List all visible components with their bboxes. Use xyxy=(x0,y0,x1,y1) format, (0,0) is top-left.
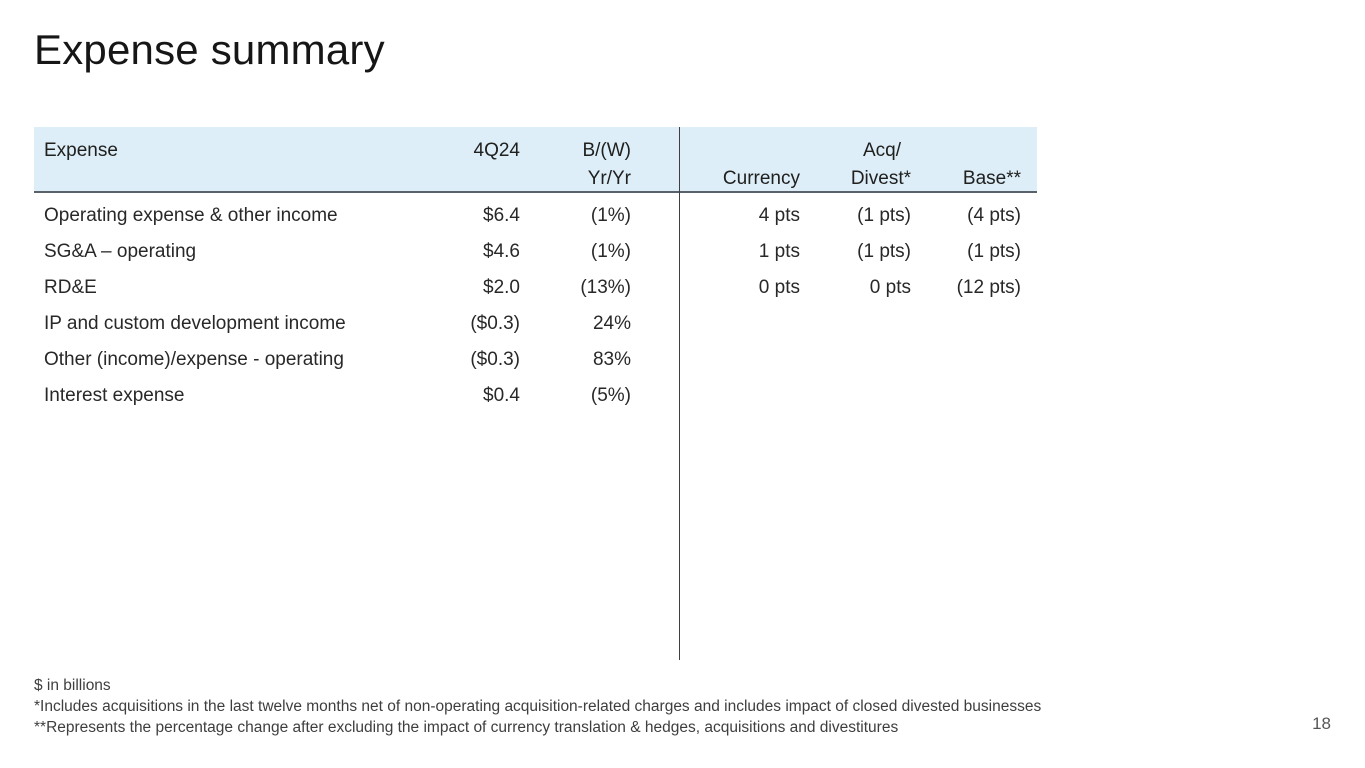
table-header: Expense 4Q24 B/(W) Yr/Yr Currency Acq/ D… xyxy=(34,127,1037,193)
page-title: Expense summary xyxy=(34,26,385,73)
page-number: 18 xyxy=(1312,714,1331,733)
table-row: Interest expense $0.4 (5%) xyxy=(34,378,1037,414)
cell-currency: 0 pts xyxy=(758,277,800,298)
cell-currency: 1 pts xyxy=(758,241,800,262)
cell-q424: ($0.3) xyxy=(470,349,520,370)
header-spacer xyxy=(631,137,679,193)
cell-base: (12 pts) xyxy=(956,277,1021,298)
cell-base: (4 pts) xyxy=(967,205,1021,226)
footnotes: $ in billions *Includes acquisitions in … xyxy=(34,675,1041,738)
cell-bw: (1%) xyxy=(590,241,631,262)
cell-bw: (1%) xyxy=(590,205,631,226)
table-row: Other (income)/expense - operating ($0.3)… xyxy=(34,342,1037,378)
cell-acq: (1 pts) xyxy=(857,205,911,226)
cell-expense: Operating expense & other income xyxy=(44,205,338,226)
cell-q424: $6.4 xyxy=(483,205,520,226)
header-currency: Currency xyxy=(722,168,800,189)
cell-acq: 0 pts xyxy=(869,277,911,298)
table-row: SG&A – operating $4.6 (1%) 1 pts (1 pts) (1 p… xyxy=(34,234,1037,270)
cell-expense: Other (income)/expense - operating xyxy=(44,349,344,370)
header-acq-divest: Acq/ Divest* xyxy=(850,140,911,189)
footnote-base: **Represents the percentage change after… xyxy=(34,719,899,736)
footnote-acq-divest: *Includes acquisitions in the last twelv… xyxy=(34,698,1042,715)
table-body: Operating expense & other income $6.4 (1%)… xyxy=(34,193,1037,414)
expense-table: Expense 4Q24 B/(W) Yr/Yr Currency Acq/ D… xyxy=(34,127,1037,660)
footnote-units: $ in billions xyxy=(34,677,111,694)
cell-q424: $0.4 xyxy=(483,385,520,406)
table-row: Operating expense & other income $6.4 (1%)… xyxy=(34,198,1037,234)
cell-expense: SG&A – operating xyxy=(44,241,197,262)
cell-bw: (13%) xyxy=(580,277,631,298)
cell-expense: RD&E xyxy=(44,277,97,298)
cell-q424: $4.6 xyxy=(483,241,520,262)
cell-q424: ($0.3) xyxy=(470,313,520,334)
header-pad xyxy=(1021,137,1037,193)
cell-base: (1 pts) xyxy=(967,241,1021,262)
cell-q424: $2.0 xyxy=(483,277,520,298)
header-base: Base** xyxy=(962,168,1021,189)
table-row: RD&E $2.0 (13%) 0 pts 0 pts (12 pts) xyxy=(34,270,1037,306)
cell-currency: 4 pts xyxy=(758,205,800,226)
cell-expense: Interest expense xyxy=(44,385,185,406)
cell-bw: 24% xyxy=(592,313,631,334)
column-divider-line xyxy=(679,127,680,660)
table-row: IP and custom development income ($0.3) 24… xyxy=(34,306,1037,342)
cell-expense: IP and custom development income xyxy=(44,313,346,334)
cell-acq: (1 pts) xyxy=(857,241,911,262)
header-expense: Expense xyxy=(44,140,118,161)
cell-bw: 83% xyxy=(592,349,631,370)
cell-bw: (5%) xyxy=(590,385,631,406)
header-bw-yryr: B/(W) Yr/Yr xyxy=(582,140,631,189)
header-4q24: 4Q24 xyxy=(473,140,520,161)
